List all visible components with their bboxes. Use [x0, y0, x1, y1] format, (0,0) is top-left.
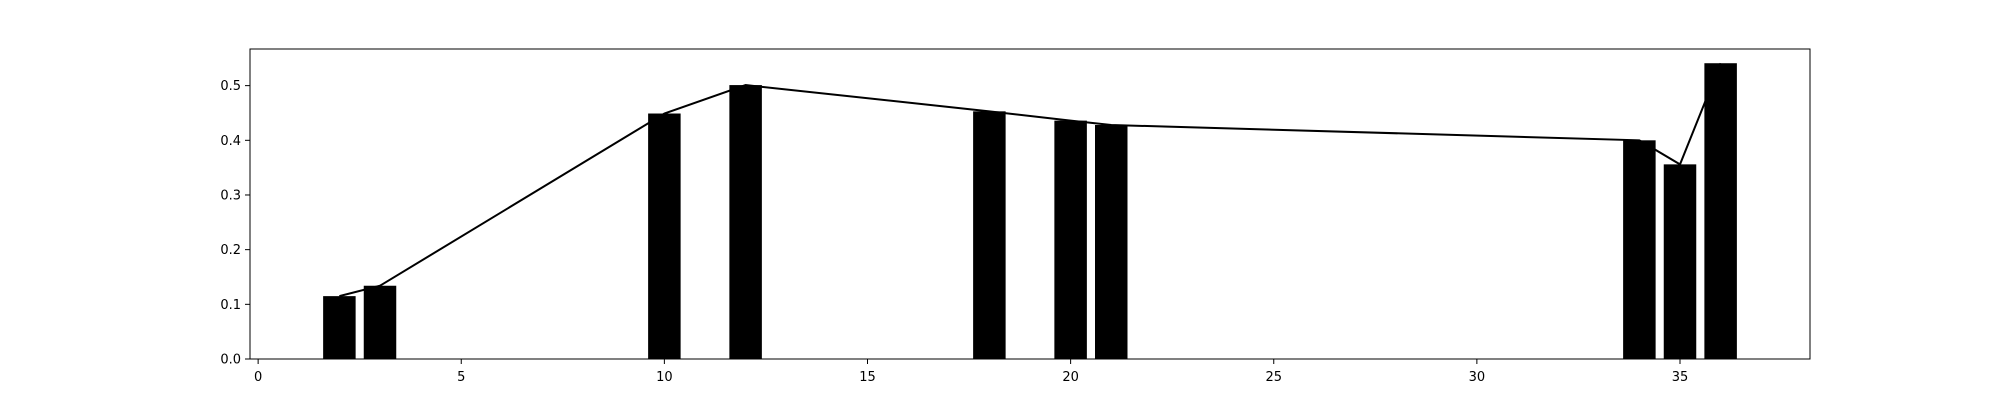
x-tick-label: 10 — [656, 370, 673, 385]
bars-layer — [323, 63, 1737, 360]
bar — [1663, 164, 1697, 359]
bar — [363, 285, 397, 359]
bar — [648, 113, 681, 359]
x-axis-ticks: 0 5 10 15 20 25 30 35 — [254, 359, 1688, 385]
bar — [1095, 125, 1128, 359]
y-tick-label: 0.4 — [220, 134, 241, 149]
x-tick-label: 5 — [457, 370, 465, 385]
bar — [1054, 120, 1087, 360]
plot-frame — [249, 48, 1811, 360]
series-line — [339, 62, 1722, 298]
y-tick-label: 0.5 — [220, 79, 241, 94]
x-tick-label: 25 — [1265, 370, 1282, 385]
y-axis-ticks: 0.0 0.1 0.2 0.3 0.4 0.5 — [220, 79, 250, 368]
bar — [973, 111, 1006, 359]
bar — [1704, 63, 1737, 359]
line-layer — [339, 62, 1722, 298]
x-tick-label: 0 — [254, 370, 262, 385]
x-tick-label: 30 — [1469, 370, 1486, 385]
y-tick-label: 0.3 — [220, 188, 241, 203]
x-tick-label: 35 — [1672, 370, 1689, 385]
y-tick-label: 0.0 — [220, 353, 241, 368]
x-tick-label: 15 — [859, 370, 876, 385]
y-tick-label: 0.1 — [220, 298, 241, 313]
x-tick-label: 20 — [1062, 370, 1079, 385]
bar — [729, 85, 762, 359]
y-tick-label: 0.2 — [220, 243, 241, 258]
bar — [323, 296, 356, 359]
bar — [1623, 140, 1656, 359]
